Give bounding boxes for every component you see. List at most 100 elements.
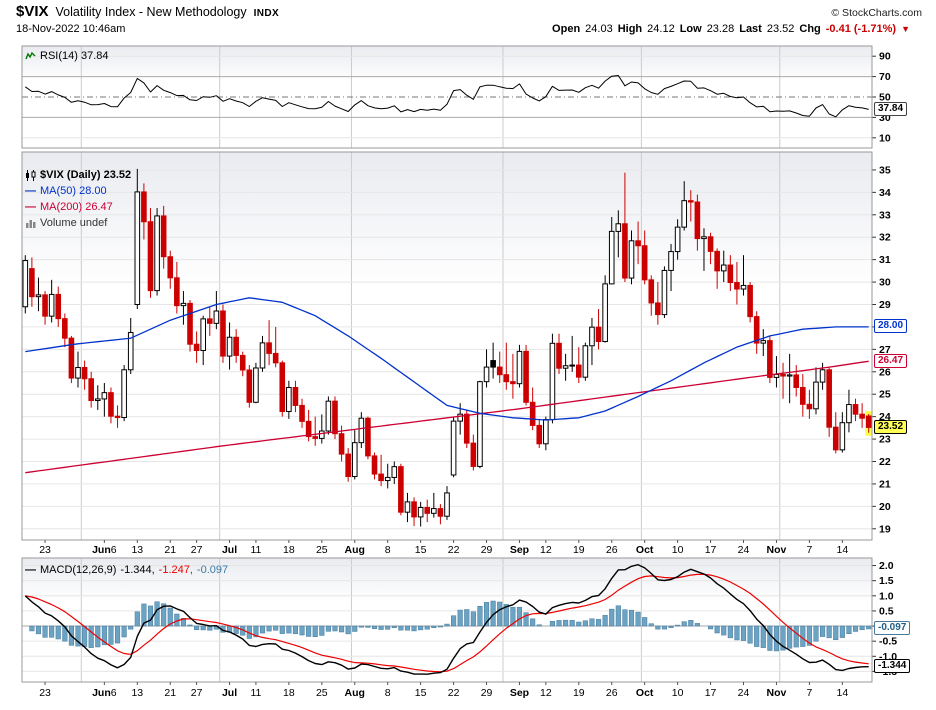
ma200-legend-row: — MA(200) 26.47 (25, 199, 131, 215)
svg-text:90: 90 (879, 51, 891, 63)
volume-legend-text: Volume undef (40, 217, 108, 229)
macd-legend: — MACD(12,26,9) -1.344, -1.247, -0.097 (25, 562, 228, 578)
macd-hist-badge: -0.097 (874, 621, 911, 636)
svg-text:26: 26 (606, 687, 618, 699)
x-axis-labels: 23 Jun6 13 21 27 Jul 11 18 25 Aug 8 15 22 29 Sep 12 19 26… (39, 540, 848, 556)
rsi-legend: RSI(14) 37.84 (25, 48, 108, 64)
svg-text:Sep: Sep (510, 687, 529, 699)
svg-text:19: 19 (879, 523, 891, 535)
ma50-value-badge: 28.00 (874, 319, 908, 334)
rsi-legend-text: RSI(14) 37.84 (40, 50, 109, 62)
quote-row: 18-Nov-2022 10:46am Open 24.03 High 24.1… (0, 20, 936, 35)
svg-text:1.5: 1.5 (879, 575, 894, 587)
ma200-legend-text: MA(200) 26.47 (40, 201, 113, 213)
macd-panel-group: 2.01.51.00.50.0-0.5-1.0-1.5 (21, 557, 897, 683)
x-axis-labels: 23 Jun6 13 21 27 Jul 11 18 25 Aug 8 15 22 29 Sep 12 19 26… (39, 682, 848, 699)
change-value: -0.41 (-1.71%) (825, 23, 897, 35)
high-label: High (617, 23, 643, 35)
svg-text:24: 24 (879, 411, 891, 423)
rsi-legend-row: RSI(14) 37.84 (25, 48, 108, 64)
price-legend-icon (25, 169, 36, 181)
svg-text:Jul: Jul (222, 687, 237, 699)
svg-text:12: 12 (540, 687, 552, 699)
svg-text:13: 13 (131, 544, 143, 556)
svg-text:1.0: 1.0 (879, 590, 894, 602)
svg-text:12: 12 (540, 544, 552, 556)
symbol-text: $VIX (16, 3, 49, 20)
macd-value: -1.344, (120, 564, 155, 576)
svg-text:Oct: Oct (636, 544, 654, 556)
high-value: 24.12 (647, 23, 675, 35)
price-legend: $VIX (Daily) 23.52 — MA(50) 28.00 — MA(2… (25, 167, 131, 231)
svg-text:23: 23 (39, 544, 51, 556)
svg-text:15: 15 (415, 544, 427, 556)
svg-text:17: 17 (705, 544, 717, 556)
main-panel-group: 3534333231302928272625242322212019 (21, 151, 891, 541)
svg-text:11: 11 (250, 544, 261, 556)
ma200-line-icon: — (25, 201, 36, 213)
svg-text:21: 21 (164, 544, 176, 556)
change-label: Chg (799, 23, 821, 35)
rsi-legend-icon (25, 51, 36, 61)
rsi-panel-group: 90 70 50 30 10 (21, 45, 891, 149)
svg-text:10: 10 (672, 687, 684, 699)
svg-text:8: 8 (385, 544, 391, 556)
svg-text:7: 7 (806, 687, 812, 699)
svg-text:10: 10 (879, 132, 891, 144)
svg-text:26: 26 (606, 544, 618, 556)
ma50-legend-text: MA(50) 28.00 (40, 185, 107, 197)
open-value: 24.03 (585, 23, 613, 35)
svg-text:23: 23 (39, 687, 51, 699)
svg-text:22: 22 (448, 544, 460, 556)
svg-text:11: 11 (250, 687, 261, 699)
macd-hist-value: -0.097 (196, 564, 229, 576)
svg-text:24: 24 (738, 687, 750, 699)
svg-text:21: 21 (164, 687, 176, 699)
svg-text:19: 19 (573, 687, 585, 699)
svg-text:70: 70 (879, 71, 891, 83)
last-value: 23.52 (766, 23, 795, 35)
svg-text:31: 31 (879, 254, 891, 266)
svg-text:34: 34 (879, 187, 891, 199)
svg-text:25: 25 (316, 544, 328, 556)
svg-text:22: 22 (448, 687, 460, 699)
ma200-value-badge: 26.47 (874, 353, 908, 368)
quote-summary: Open 24.03 High 24.12 Low 23.28 Last 23.… (552, 23, 910, 35)
svg-text:20: 20 (879, 501, 891, 513)
svg-text:14: 14 (837, 544, 849, 556)
svg-text:29: 29 (481, 544, 493, 556)
svg-text:21: 21 (879, 478, 891, 490)
svg-text:Sep: Sep (510, 544, 529, 556)
svg-text:32: 32 (879, 232, 891, 244)
macd-value-badge: -1.344 (874, 659, 911, 674)
macd-legend-row: — MACD(12,26,9) -1.344, -1.247, -0.097 (25, 562, 228, 578)
svg-text:30: 30 (879, 112, 891, 124)
svg-text:10: 10 (672, 544, 684, 556)
svg-text:29: 29 (481, 687, 493, 699)
svg-text:-0.5: -0.5 (879, 636, 897, 648)
svg-text:24: 24 (738, 544, 750, 556)
svg-text:Aug: Aug (345, 687, 365, 699)
svg-text:17: 17 (705, 687, 717, 699)
svg-text:18: 18 (283, 544, 295, 556)
low-label: Low (679, 23, 702, 35)
svg-text:25: 25 (316, 687, 328, 699)
macd-signal-value: -1.247, (158, 564, 193, 576)
ma50-legend-row: — MA(50) 28.00 (25, 183, 131, 199)
svg-text:18: 18 (283, 687, 295, 699)
svg-text:Jun6: Jun6 (92, 687, 117, 699)
quote-datetime: 18-Nov-2022 10:46am (16, 23, 126, 35)
macd-line-icon: — (25, 564, 36, 576)
chart-header: $VIX Volatility Index - New Methodology … (0, 0, 936, 35)
svg-text:19: 19 (573, 544, 585, 556)
svg-text:15: 15 (415, 687, 427, 699)
volume-legend-icon (25, 218, 36, 228)
svg-text:35: 35 (879, 164, 891, 176)
svg-text:13: 13 (131, 687, 143, 699)
svg-text:26: 26 (879, 366, 891, 378)
last-label: Last (739, 23, 762, 35)
volume-legend-row: Volume undef (25, 215, 131, 231)
svg-text:27: 27 (191, 544, 203, 556)
